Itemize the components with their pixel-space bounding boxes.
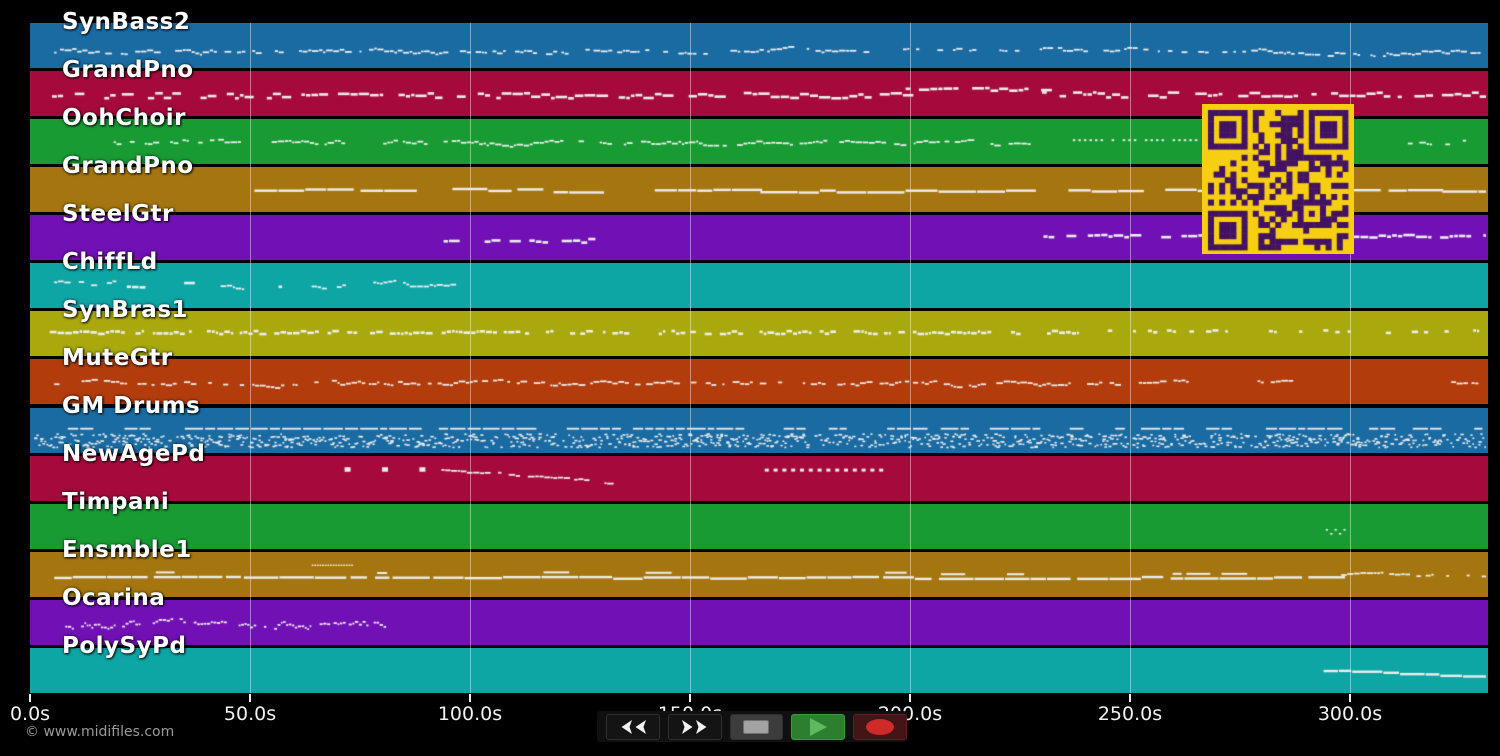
track-lane-synbass2 [30, 23, 1488, 68]
gridline-100s [470, 23, 471, 693]
track-lane-ensmble1 [30, 552, 1488, 597]
track-lane-synbras1 [30, 311, 1488, 356]
axis-tick-100s [469, 694, 471, 702]
track-label-ocarina: Ocarina [62, 585, 166, 611]
axis-label-300s: 300.0s [1317, 703, 1383, 725]
track-lane-newagepd [30, 456, 1488, 501]
axis-label-0s: 0.0s [9, 703, 51, 725]
axis-label-250s: 250.0s [1097, 703, 1163, 725]
axis-tick-150s [689, 694, 691, 702]
track-label-synbras1: SynBras1 [62, 297, 189, 323]
track-label-ensmble1: Ensmble1 [62, 537, 192, 563]
transport-bar [597, 711, 907, 742]
axis-label-100s: 100.0s [437, 703, 503, 725]
play-button[interactable] [791, 713, 846, 740]
stop-button[interactable] [729, 713, 784, 740]
rewind-button[interactable] [606, 713, 660, 740]
axis-tick-200s [909, 694, 911, 702]
track-lane-polysypd [30, 648, 1488, 693]
track-lane-gm-drums [30, 408, 1488, 453]
record-button[interactable] [853, 713, 907, 740]
axis-tick-250s [1129, 694, 1131, 702]
track-label-gm-drums: GM Drums [62, 393, 201, 419]
track-label-synbass2: SynBass2 [62, 9, 191, 35]
stop-icon [743, 719, 770, 734]
rewind-icon [621, 719, 646, 734]
axis-label-50s: 50.0s [223, 703, 277, 725]
track-label-newagepd: NewAgePd [62, 441, 206, 467]
track-label-grandpno-2: GrandPno [62, 153, 194, 179]
gridline-200s [910, 23, 911, 693]
track-lane-timpani [30, 504, 1488, 549]
fast-forward-button[interactable] [667, 713, 722, 740]
track-label-chiffld: ChiffLd [62, 249, 158, 275]
axis-tick-300s [1349, 694, 1351, 702]
gridline-250s [1130, 23, 1131, 693]
record-icon [866, 718, 895, 735]
track-lane-mutegtr [30, 359, 1488, 404]
gridline-150s [690, 23, 691, 693]
track-label-mutegtr: MuteGtr [62, 345, 173, 371]
qr-code [1202, 104, 1354, 254]
track-label-timpani: Timpani [62, 489, 170, 515]
axis-tick-0s [29, 694, 31, 702]
axis-tick-50s [249, 694, 251, 702]
track-label-polysypd: PolySyPd [62, 633, 187, 659]
track-label-steelgtr: SteelGtr [62, 201, 174, 227]
copyright-text: © www.midifiles.com [25, 724, 175, 740]
fast-forward-icon [681, 719, 707, 734]
track-label-grandpno-1: GrandPno [62, 57, 194, 83]
track-label-oohchoir: OohChoir [62, 105, 187, 131]
play-icon [809, 717, 827, 736]
gridline-50s [250, 23, 251, 693]
track-lane-chiffld [30, 263, 1488, 308]
track-lane-ocarina [30, 600, 1488, 645]
